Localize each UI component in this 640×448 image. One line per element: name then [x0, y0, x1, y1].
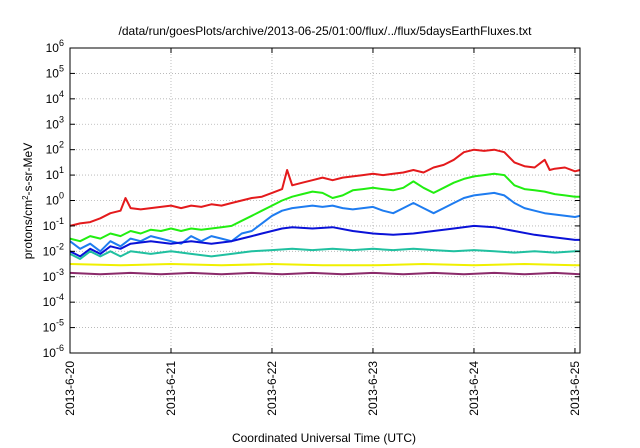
- series-group: [69, 148, 581, 276]
- x-tick-label: 2013-6-21: [164, 361, 178, 416]
- y-tick-label: 106: [46, 38, 64, 55]
- grid-lines: [69, 47, 580, 354]
- y-tick-label: 10-1: [43, 216, 64, 233]
- y-tick-exponent: 6: [59, 38, 64, 48]
- y-tick-exponent: 5: [59, 63, 64, 73]
- y-tick-base: 10: [46, 194, 60, 208]
- x-tick-label: 2013-6-22: [265, 361, 279, 416]
- y-tick-base: 10: [43, 270, 57, 284]
- x-tick-label: 2013-6-24: [467, 361, 481, 416]
- x-tick-label: 2013-6-23: [366, 361, 380, 416]
- y-tick-base: 10: [46, 168, 60, 182]
- y-tick-label: 10-4: [43, 292, 64, 309]
- y-tick-label: 101: [46, 165, 64, 182]
- series-line-3: [69, 191, 581, 253]
- y-tick-exponent: -2: [56, 241, 64, 251]
- y-tick-base: 10: [43, 321, 57, 335]
- y-tick-base: 10: [46, 92, 60, 106]
- series-line-5: [69, 247, 580, 260]
- y-tick-base: 10: [43, 219, 57, 233]
- y-tick-exponent: -4: [56, 292, 64, 302]
- y-tick-base: 10: [46, 117, 60, 131]
- y-tick-exponent: 3: [59, 114, 64, 124]
- series-line-2: [69, 172, 580, 243]
- series-line-1: [69, 148, 581, 227]
- y-tick-exponent: -1: [56, 216, 64, 226]
- y-tick-label: 104: [46, 89, 64, 106]
- y-tick-label: 10-6: [43, 343, 64, 360]
- y-tick-exponent: 2: [59, 140, 64, 150]
- x-tick-label: 2013-6-25: [568, 361, 582, 416]
- y-tick-base: 10: [46, 143, 60, 157]
- y-axis-label-main: protons/cm: [21, 200, 35, 259]
- y-tick-exponent: -5: [56, 318, 64, 328]
- series-line-6: [69, 263, 580, 267]
- y-tick-label: 10-2: [43, 241, 64, 258]
- chart-title: /data/run/goesPlots/archive/2013-06-25/0…: [119, 24, 533, 38]
- y-axis-label-rest: -s-sr-MeV: [21, 143, 35, 196]
- y-axis-label: protons/cm2-s-sr-MeV: [21, 143, 36, 259]
- x-axis-label: Coordinated Universal Time (UTC): [232, 431, 416, 445]
- y-tick-exponent: 4: [59, 89, 64, 99]
- y-tick-label: 100: [46, 191, 64, 208]
- y-tick-exponent: 0: [59, 191, 64, 201]
- series-line-4: [69, 224, 580, 258]
- x-tick-label: 2013-6-20: [63, 361, 77, 416]
- y-tick-base: 10: [43, 346, 57, 360]
- y-tick-label: 103: [46, 114, 64, 131]
- y-tick-label: 102: [46, 140, 64, 157]
- y-tick-label: 10-3: [43, 267, 64, 284]
- series-line-7: [69, 271, 581, 276]
- y-tick-exponent: 1: [59, 165, 64, 175]
- y-tick-base: 10: [46, 66, 60, 80]
- y-tick-exponent: -3: [56, 267, 64, 277]
- x-axis-ticks: 2013-6-20 2013-6-21 2013-6-22 2013-6-23 2013…: [63, 48, 582, 416]
- y-tick-exponent: -6: [56, 343, 64, 353]
- y-tick-label: 105: [46, 63, 64, 80]
- y-axis-label-sup: 2: [21, 195, 30, 200]
- y-tick-label: 10-5: [43, 318, 64, 335]
- y-tick-base: 10: [46, 41, 60, 55]
- y-axis-ticks: 10-610-510-410-310-210-11001011021031041…: [43, 38, 580, 360]
- y-tick-base: 10: [43, 244, 57, 258]
- y-tick-base: 10: [43, 295, 57, 309]
